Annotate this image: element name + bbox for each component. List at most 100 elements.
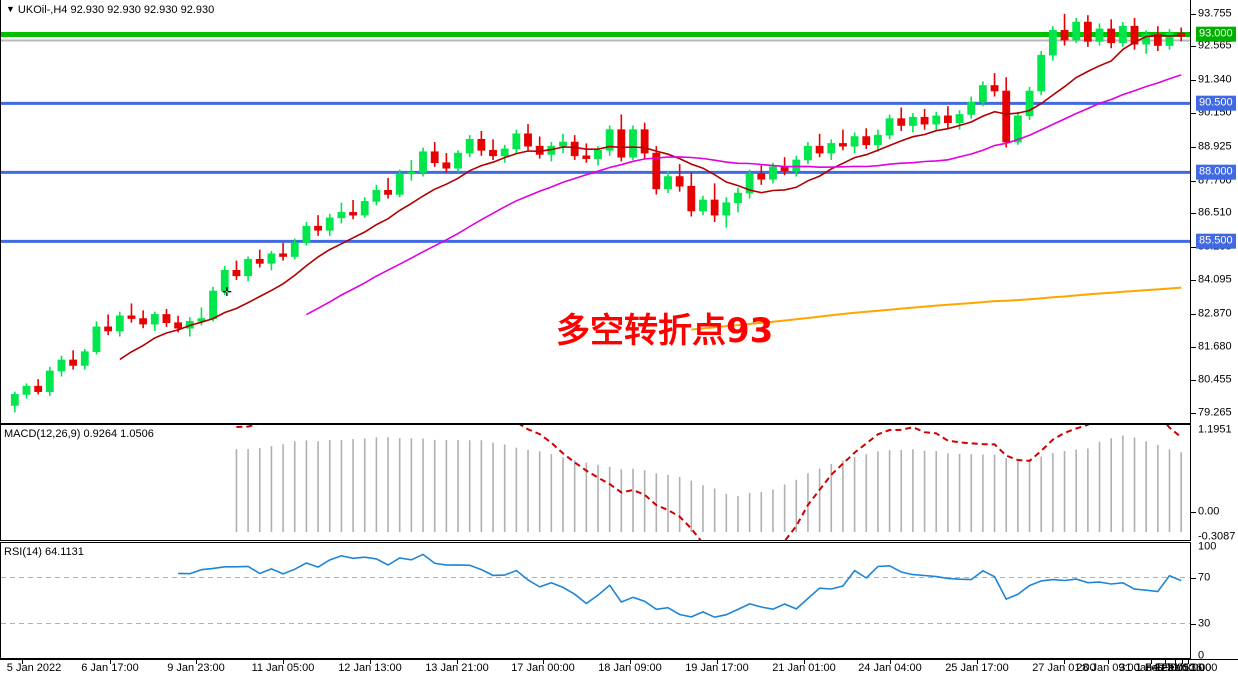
candle-body — [92, 326, 101, 352]
candle-body — [710, 199, 719, 216]
candle-body — [500, 148, 509, 157]
rsi-line — [178, 553, 1182, 619]
price-level-badge-85.500[interactable]: 85.500 — [1196, 234, 1236, 249]
price-level-badge-88.000[interactable]: 88.000 — [1196, 165, 1236, 180]
rsi-scale-tick — [1191, 623, 1196, 625]
time-axis-tick — [1151, 660, 1152, 664]
candle-body — [337, 212, 346, 219]
rsi-chart-svg — [1, 553, 1190, 624]
candle-body — [1072, 21, 1081, 41]
candle-body — [10, 394, 19, 406]
chart-annotation-text: 多空转折点93 — [556, 311, 774, 351]
candle-body — [757, 173, 766, 180]
rsi-scale-label: 100 — [1198, 540, 1217, 553]
time-axis-label: 17 Jan 00:00 — [511, 662, 575, 674]
candle-body — [524, 133, 532, 147]
candle-body — [687, 185, 696, 212]
candle-body — [104, 326, 113, 332]
candle-body — [874, 134, 882, 146]
macd-scale-label: -0.3087 — [1198, 530, 1236, 543]
candle-body — [664, 176, 672, 190]
price-scale-tick — [1191, 413, 1196, 415]
candle-body — [792, 159, 801, 172]
candle-body — [780, 166, 789, 172]
candle-body — [640, 129, 649, 154]
macd-signal-line — [236, 425, 1182, 540]
candle-body — [477, 138, 486, 151]
price-scale-tick — [1191, 80, 1196, 82]
time-axis[interactable]: 5 Jan 2022 6 Jan 17:00 9 Jan 23:00 11 Jan 0… — [0, 659, 1238, 680]
symbol-ohlc-text: UKOil-,H4 92.930 92.930 92.930 92.930 — [17, 4, 215, 16]
candle-body — [255, 258, 264, 264]
price-level-badge-90.500[interactable]: 90.500 — [1196, 96, 1236, 111]
time-axis-tick — [110, 660, 111, 664]
candle-body — [1025, 90, 1034, 117]
candle-body — [722, 202, 731, 216]
macd-scale-tick — [1191, 511, 1196, 513]
time-axis-tick — [22, 660, 23, 664]
price-scale-tick — [1191, 380, 1196, 382]
macd-chart-svg — [235, 425, 1182, 540]
candle-body — [512, 133, 521, 150]
candle-body — [69, 359, 78, 366]
time-axis-tick — [196, 660, 197, 664]
price-scale-tick — [1191, 13, 1196, 15]
time-axis-label: 19 Jan 17:00 — [685, 662, 749, 674]
time-axis-label: 12 Jan 13:00 — [338, 662, 402, 674]
moving-average-line — [306, 74, 1182, 316]
rsi-plot-area[interactable] — [1, 543, 1190, 658]
candle-body — [734, 192, 742, 204]
candle-body — [978, 85, 987, 103]
moving-average-line-orange — [691, 286, 1182, 331]
candle-body — [990, 85, 999, 92]
time-axis-tick — [1064, 660, 1065, 664]
candle-body — [1142, 34, 1151, 45]
time-axis-label: 27 Jan 01:00 — [1032, 662, 1096, 674]
candle-body — [419, 151, 427, 173]
price-scale-label: 91.340 — [1198, 73, 1232, 86]
macd-plot-area[interactable] — [1, 425, 1190, 540]
price-scale[interactable]: 93.755 92.565 91.340 90.150 88.925 87.700 86.5… — [1191, 0, 1238, 661]
price-chart-panel[interactable] — [0, 0, 1191, 424]
price-level-badge-93.000[interactable]: 93.000 — [1196, 27, 1236, 42]
candle-body — [943, 115, 952, 124]
price-scale-label: 81.680 — [1198, 340, 1232, 353]
candle-body — [115, 315, 124, 332]
time-axis-tick — [1165, 660, 1166, 664]
candle-body — [325, 217, 334, 231]
candle-body — [127, 315, 136, 319]
price-scale-label: 84.095 — [1198, 273, 1232, 286]
time-axis-label: 11 Jan 05:00 — [251, 662, 315, 674]
candle-body — [1130, 25, 1139, 45]
candle-body — [699, 199, 707, 212]
price-scale-label: 92.565 — [1198, 39, 1232, 52]
time-axis-tick — [717, 660, 718, 664]
rsi-panel[interactable] — [0, 542, 1191, 659]
macd-panel[interactable] — [0, 424, 1191, 541]
time-axis-tick — [1182, 660, 1183, 664]
candle-body — [559, 141, 567, 147]
candle-body — [395, 173, 404, 195]
candle-body — [267, 253, 276, 264]
time-axis-label: 3 Feb 05:00 — [1145, 662, 1205, 674]
price-plot-area[interactable] — [1, 0, 1190, 423]
price-chart-svg — [1, 13, 1190, 413]
time-axis-label: 21 Jan 01:00 — [772, 662, 836, 674]
candle-body — [430, 151, 439, 164]
rsi-header-label: RSI(14) 64.1131 — [4, 546, 84, 558]
time-axis-label: 4 Feb 13:00 — [1152, 662, 1212, 674]
candle-body — [1107, 28, 1116, 44]
candle-body — [675, 176, 684, 187]
candle-body — [465, 138, 474, 154]
candle-body — [594, 150, 602, 159]
time-axis-label: 5 Jan 2022 — [6, 662, 62, 674]
time-axis-tick — [804, 660, 805, 664]
candle-body — [862, 136, 871, 146]
time-axis-tick — [630, 660, 631, 664]
candle-body — [652, 152, 661, 190]
chevron-down-icon[interactable]: ▼ — [6, 4, 15, 14]
price-scale-tick — [1191, 346, 1196, 348]
candle-body — [1060, 30, 1069, 41]
time-axis-tick — [457, 660, 458, 664]
